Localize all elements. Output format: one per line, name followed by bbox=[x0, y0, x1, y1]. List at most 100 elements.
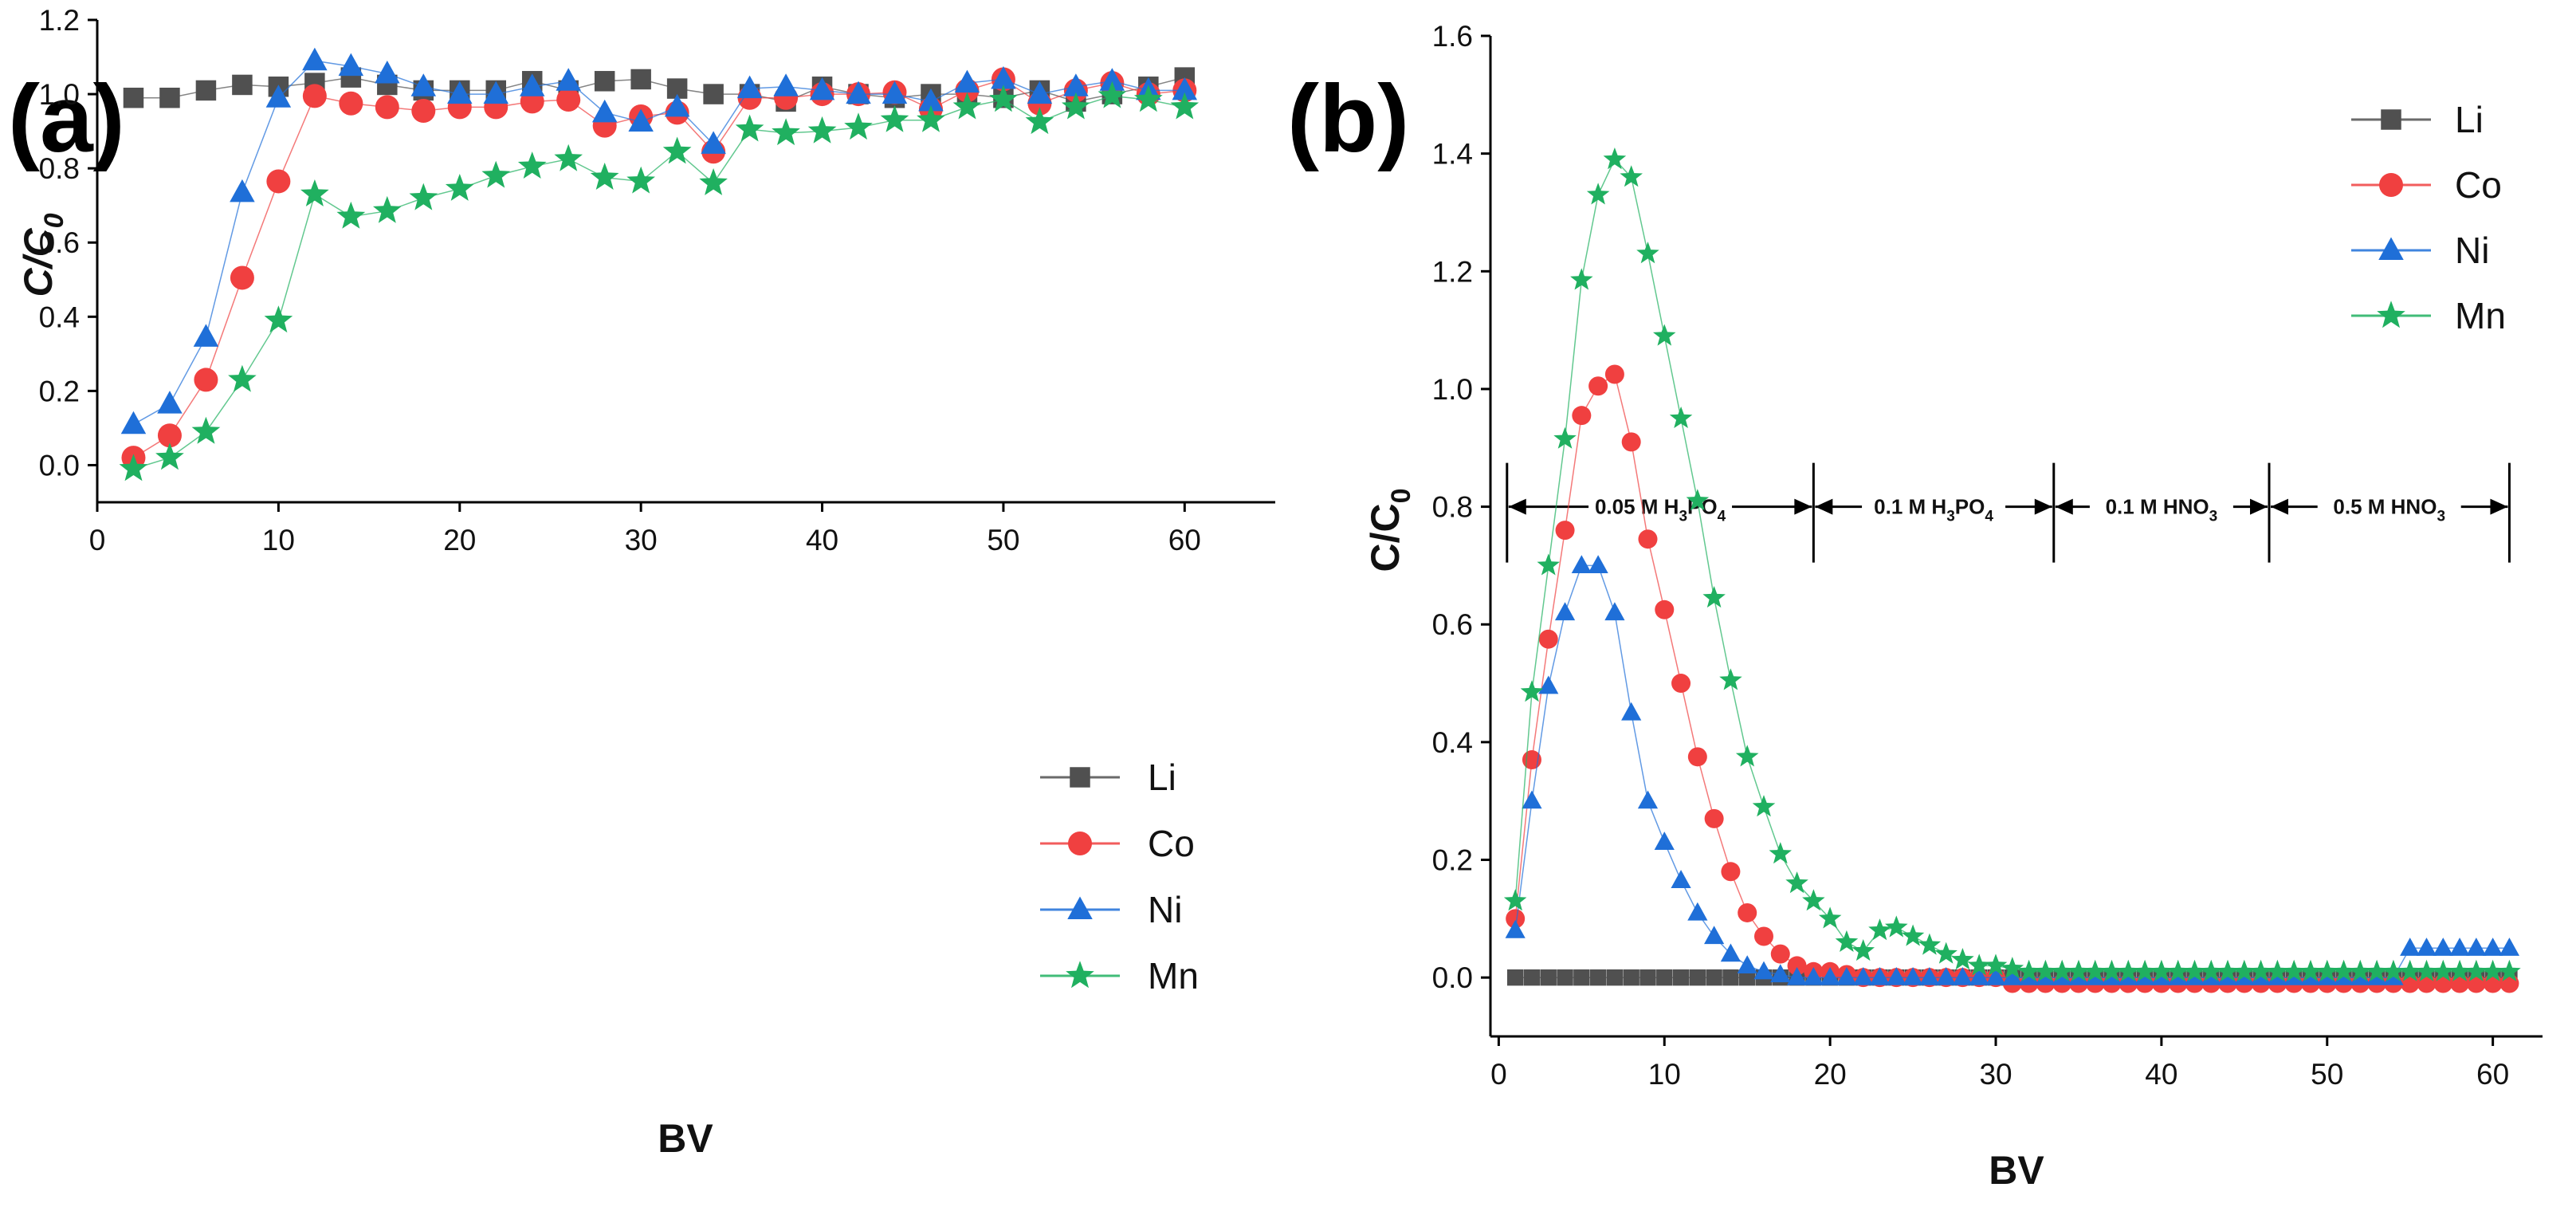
panel-a-y-tick-label: 0.6 bbox=[39, 226, 80, 259]
region-label: 0.5 M HNO3 bbox=[2333, 495, 2445, 525]
panel-a-point-mn bbox=[590, 163, 619, 190]
panel-b-point-mn bbox=[2398, 959, 2421, 981]
panel-b-y-axis-title: C/C0 bbox=[1363, 488, 1416, 572]
panel-a-point-co bbox=[375, 95, 399, 120]
panel-b-point-li bbox=[1672, 969, 1690, 986]
panel-a-point-ni bbox=[1063, 73, 1089, 96]
panel-b-series-co bbox=[1506, 364, 2519, 993]
panel-b-point-mn bbox=[2117, 959, 2140, 981]
panel-b-point-mn bbox=[2166, 959, 2189, 981]
panel-b-point-ni bbox=[1969, 966, 1989, 985]
panel-b-point-mn bbox=[1735, 745, 1759, 767]
region-arrowhead-left bbox=[1508, 498, 1526, 515]
legend-marker-mn bbox=[1066, 961, 1094, 989]
legend-label-ni: Ni bbox=[1148, 889, 1182, 930]
panel-b-point-li bbox=[1623, 969, 1639, 986]
panel-b-point-mn bbox=[2464, 959, 2488, 981]
panel-b-point-mn bbox=[1686, 489, 1710, 511]
panel-b-point-mn bbox=[1934, 942, 1958, 964]
panel-b-point-li bbox=[1589, 969, 1607, 986]
panel-a-series-mn bbox=[119, 81, 1200, 482]
region-label: 0.1 M HNO3 bbox=[2106, 495, 2218, 525]
panel-b-point-mn bbox=[1785, 871, 1808, 894]
legend-marker-mn bbox=[2377, 301, 2405, 328]
panel-b-point-mn bbox=[1769, 842, 1792, 864]
panel-a-point-mn bbox=[191, 416, 221, 444]
region-arrowhead-right bbox=[2250, 498, 2268, 515]
panel-b-point-mn bbox=[1918, 933, 1942, 955]
panel-b-point-mn bbox=[1835, 930, 1859, 952]
panel-a-point-ni bbox=[628, 108, 654, 132]
panel-a-point-mn bbox=[264, 305, 293, 333]
panel-a-point-ni bbox=[556, 68, 581, 91]
legend-marker-ni bbox=[2378, 237, 2404, 260]
chart-panel-a: (a) 0.0 0.2 0.4 0.6 0.8 1.0 1.2 0 10 20 30 40 50 60 BV… bbox=[8, 4, 1275, 1161]
panel-b-point-li bbox=[1722, 969, 1739, 986]
panel-b-point-mn bbox=[2382, 959, 2405, 981]
panel-b-point-li bbox=[1639, 969, 1656, 986]
panel-a-y-tick-label: 0.2 bbox=[39, 375, 80, 407]
panel-b-point-mn bbox=[1984, 953, 2008, 976]
panel-b-point-ni bbox=[2499, 938, 2520, 956]
panel-b-point-mn bbox=[1818, 906, 1842, 929]
panel-a-point-mn bbox=[409, 183, 438, 210]
panel-b-point-mn bbox=[2050, 959, 2074, 981]
panel-b-point-mn bbox=[2183, 959, 2206, 981]
panel-b-point-mn bbox=[1669, 406, 1693, 428]
panel-a-point-mn bbox=[155, 442, 184, 470]
panel-b-point-mn bbox=[1968, 953, 1991, 976]
panel-a-x-tick-label: 0 bbox=[89, 524, 106, 556]
legend-label-li: Li bbox=[2455, 99, 2484, 140]
panel-a-point-ni bbox=[809, 77, 835, 100]
panel-b-point-ni bbox=[1886, 966, 1906, 985]
panel-b-y-tick-label: 0.8 bbox=[1432, 491, 1473, 524]
panel-a-point-mn bbox=[699, 168, 728, 195]
panel-b-series-mn bbox=[1503, 147, 2521, 981]
panel-b-point-ni bbox=[1820, 966, 1840, 985]
panel-a-point-mn bbox=[481, 160, 511, 188]
panel-b-y-tick-label: 1.2 bbox=[1432, 255, 1473, 288]
panel-b-point-mn bbox=[2266, 959, 2289, 981]
panel-a-legend: Li Co Ni Mn bbox=[1040, 757, 1199, 997]
panel-b-point-ni bbox=[1919, 966, 1940, 985]
panel-b-point-mn bbox=[1702, 586, 1726, 608]
panel-a-point-ni bbox=[701, 131, 726, 154]
panel-a-point-mn bbox=[880, 104, 909, 132]
panel-b-point-li bbox=[1557, 969, 1573, 986]
panel-a-point-ni bbox=[591, 99, 618, 123]
region-arrowhead-left bbox=[1815, 498, 1833, 515]
panel-a-point-mn bbox=[300, 179, 329, 206]
panel-a-point-mn bbox=[1098, 81, 1127, 108]
panel-a-point-ni bbox=[519, 73, 545, 96]
panel-b-point-ni bbox=[2400, 938, 2421, 956]
panel-b-point-ni bbox=[1505, 919, 1526, 938]
panel-b-point-ni bbox=[1704, 926, 1725, 945]
panel-b-point-co bbox=[1655, 600, 1675, 619]
panel-a-point-mn bbox=[626, 166, 655, 194]
panel-b-point-co bbox=[2450, 973, 2470, 993]
panel-b-point-mn bbox=[1603, 147, 1627, 170]
panel-b-point-co bbox=[1572, 406, 1592, 426]
panel-b-point-mn bbox=[1570, 268, 1593, 290]
panel-b-point-ni bbox=[1654, 832, 1675, 850]
panel-a-series-line-co bbox=[133, 78, 1185, 458]
panel-a-y-tick-label: 0.4 bbox=[39, 301, 80, 333]
panel-b-point-li bbox=[1706, 969, 1722, 986]
panel-b-point-mn bbox=[2448, 959, 2472, 981]
panel-b-point-ni bbox=[1720, 943, 1742, 962]
panel-b-point-co bbox=[1687, 747, 1707, 767]
panel-b-x-tick-label: 10 bbox=[1648, 1058, 1681, 1091]
panel-b-point-ni bbox=[1753, 961, 1774, 980]
panel-a-point-mn bbox=[844, 112, 873, 140]
panel-b-point-co bbox=[2466, 973, 2486, 993]
panel-b-point-co bbox=[1555, 521, 1575, 541]
panel-b-point-ni bbox=[1903, 966, 1923, 985]
panel-b-point-mn bbox=[1802, 889, 1825, 911]
panel-b-point-mn bbox=[2216, 959, 2240, 981]
panel-a-point-ni bbox=[991, 65, 1016, 89]
panel-b-point-mn bbox=[2133, 959, 2157, 981]
panel-b-point-co bbox=[1538, 629, 1558, 649]
panel-b-y-tick-label: 0.4 bbox=[1432, 726, 1473, 759]
panel-a-point-ni bbox=[375, 60, 400, 84]
panel-a-series-ni bbox=[120, 47, 1198, 434]
